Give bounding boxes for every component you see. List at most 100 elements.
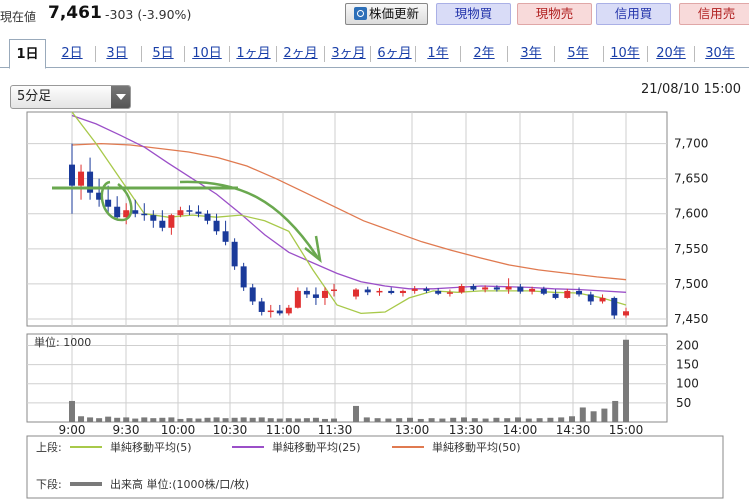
tab-separator [370, 46, 371, 62]
volume-bar [87, 417, 94, 422]
volume-tick-label: 50 [676, 396, 691, 410]
tab-6[interactable]: 2ヶ月 [283, 46, 318, 61]
tab-separator [276, 46, 277, 62]
volume-tick-label: 200 [676, 338, 699, 352]
volume-bar [96, 418, 103, 422]
tab-10[interactable]: 2年 [473, 46, 495, 61]
volume-bar [195, 418, 202, 422]
candle-body [186, 210, 193, 212]
margin-sell-button[interactable]: 信用売 [679, 3, 749, 25]
volume-tick-label: 100 [676, 377, 699, 391]
volume-bar [353, 405, 359, 422]
candle-body [388, 290, 395, 294]
refresh-price-button[interactable]: 株価更新 [345, 3, 428, 25]
spot-sell-button[interactable]: 現物売 [517, 3, 592, 25]
interval-select[interactable]: 5分足 [10, 85, 131, 109]
volume-bar [177, 418, 184, 422]
volume-bar [123, 417, 130, 422]
candle-body [285, 307, 292, 314]
curved-arrow-annotation [179, 180, 320, 259]
candle-body [240, 266, 247, 288]
tab-separator [603, 46, 604, 62]
candle-body [294, 290, 301, 308]
legend-items: 上段: 単純移動平均(5) 単純移動平均(25) 単純移動平均(50) 下段: 出来高 単… [36, 440, 521, 491]
tab-15[interactable]: 30年 [705, 46, 735, 61]
volume-bar [439, 418, 446, 422]
tab-9[interactable]: 1年 [427, 46, 449, 61]
volume-bar [204, 417, 211, 422]
volume-bar [601, 408, 608, 422]
candle-body [195, 211, 202, 214]
candle-body [411, 288, 418, 291]
tab-12[interactable]: 5年 [567, 46, 589, 61]
price-panel [26, 111, 668, 327]
tab-13[interactable]: 10年 [610, 46, 640, 61]
x-tick-label: 11:30 [318, 423, 353, 437]
candle-body [312, 294, 319, 298]
price-tick-label: 7,700 [674, 137, 708, 151]
candle-body [141, 213, 148, 216]
volume-bar [258, 417, 265, 422]
quote-header: 現在値 7,461 -303 (-3.90%) 株価更新 現物買 現物売 信用買… [0, 0, 749, 32]
chevron-down-icon[interactable] [111, 86, 130, 108]
candle-body [267, 310, 274, 313]
price-tick-label: 7,450 [674, 312, 708, 326]
tab-separator [694, 46, 695, 62]
circle-annotation [100, 180, 133, 222]
price-tick-label: 7,600 [674, 207, 708, 221]
volume-bars [69, 339, 629, 422]
candle-body [399, 290, 406, 294]
candle-body [78, 171, 85, 186]
candle-body [446, 292, 453, 294]
volume-bar [385, 418, 392, 422]
volume-bar [267, 418, 274, 422]
current-price-label: 現在値 [0, 10, 37, 24]
refresh-price-label: 株価更新 [368, 6, 419, 21]
candle-body [276, 310, 283, 314]
tab-0[interactable]: 1日 [9, 39, 46, 69]
volume-bar [374, 418, 381, 422]
legend-top-label: 上段: [36, 440, 62, 454]
tab-separator [554, 46, 555, 62]
candle-body [331, 289, 337, 292]
volume-bar [525, 418, 532, 422]
candle-body [611, 297, 618, 316]
arrowhead-annotation [304, 235, 322, 264]
spot-buy-button[interactable]: 現物買 [436, 3, 511, 25]
tab-3[interactable]: 5日 [152, 46, 174, 61]
candle-body [69, 164, 75, 186]
tab-5[interactable]: 1ヶ月 [236, 46, 271, 61]
candle-body [204, 213, 211, 221]
volume-bar [331, 418, 337, 422]
candle-body [249, 287, 256, 302]
volume-bar [150, 418, 157, 422]
volume-bar [132, 418, 139, 422]
tab-7[interactable]: 3ヶ月 [331, 46, 366, 61]
refresh-icon [353, 7, 367, 20]
candle-body [87, 171, 94, 193]
candles [69, 143, 629, 319]
tab-2[interactable]: 3日 [106, 46, 128, 61]
candle-body [303, 290, 310, 295]
legend-bottom-label: 下段: [36, 477, 62, 491]
candle-body [599, 297, 606, 302]
margin-buy-button[interactable]: 信用買 [596, 3, 671, 25]
tab-8[interactable]: 6ヶ月 [377, 46, 412, 61]
candle-body [435, 290, 442, 294]
volume-bar [450, 417, 457, 422]
tab-4[interactable]: 10日 [192, 46, 222, 61]
candle-body [213, 220, 220, 232]
price-tick-label: 7,500 [674, 277, 708, 291]
candle-body [493, 287, 500, 290]
candle-body [321, 290, 328, 298]
tab-1[interactable]: 2日 [61, 46, 83, 61]
tab-separator [95, 46, 96, 62]
volume-bar [141, 417, 148, 422]
volume-bar [612, 400, 619, 422]
tab-14[interactable]: 20年 [656, 46, 686, 61]
candle-body [423, 288, 430, 291]
candle-body [159, 220, 166, 228]
volume-bar [285, 418, 292, 422]
tab-11[interactable]: 3年 [520, 46, 542, 61]
period-tabs: 1日 2日 3日 5日 10日 1ヶ月 2ヶ月 3ヶ月 6ヶ月 1年 2年 3年 5年 10年 20年 30年 [0, 39, 749, 69]
